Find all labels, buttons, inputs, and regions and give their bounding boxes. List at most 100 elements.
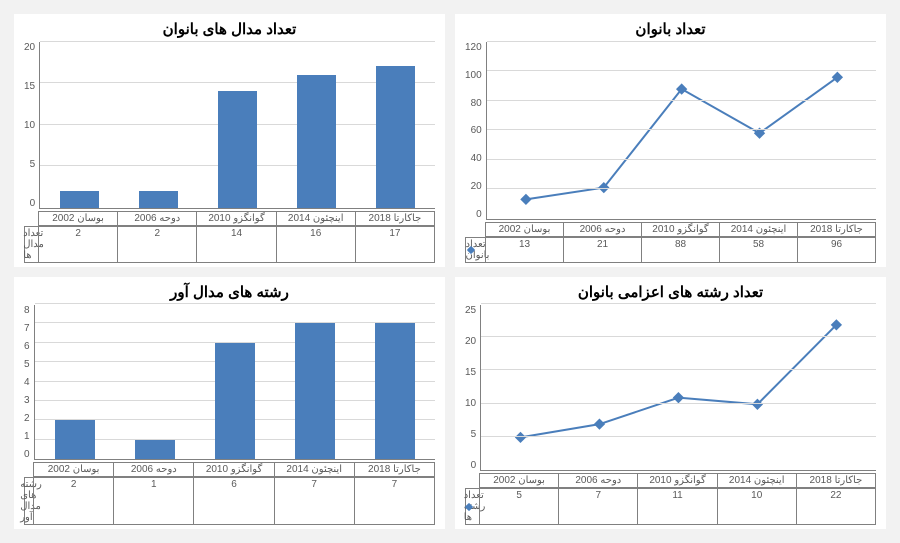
x-axis-labels: بوسان 2002دوحه 2006گوانگزو 2010اینچئون 2… xyxy=(24,462,435,477)
x-category-cell: جاکارتا 2018 xyxy=(354,462,435,477)
plot xyxy=(39,42,435,209)
data-cell: 7 xyxy=(274,477,355,525)
grid-line xyxy=(481,303,876,304)
x-category-cell: بوسان 2002 xyxy=(485,222,564,237)
panel-women-medals: تعداد مدال های بانوان 20151050 بوسان 200… xyxy=(14,14,445,267)
data-cell: 22 xyxy=(796,488,876,525)
chart-title: رشته های مدال آور xyxy=(24,283,435,301)
data-cell: 7 xyxy=(558,488,638,525)
y-tick-label: 40 xyxy=(471,153,482,164)
y-tick-label: 3 xyxy=(24,395,30,406)
y-tick-label: 5 xyxy=(471,429,477,440)
y-tick-label: 10 xyxy=(465,398,476,409)
grid-line xyxy=(487,70,876,71)
data-table-row: تعداد مدال ها 22141617 xyxy=(24,226,435,263)
dashboard-grid: تعداد بانوان 120100806040200 بوسان 2002د… xyxy=(0,0,900,543)
y-axis: 25 20 15 10 5 0 xyxy=(465,305,480,472)
data-cell: 5 xyxy=(479,488,559,525)
data-cell: 13 xyxy=(485,237,564,263)
grid-line xyxy=(481,403,876,404)
panel-medal-disciplines: رشته های مدال آور 876543210 بوسان 2002دو… xyxy=(14,277,445,530)
data-table-row: تعداد بانوان 1321885896 xyxy=(465,237,876,263)
data-cell: 88 xyxy=(641,237,720,263)
y-tick-label: 15 xyxy=(465,367,476,378)
grid-line xyxy=(487,41,876,42)
data-cell: 2 xyxy=(33,477,114,525)
data-cell: 96 xyxy=(797,237,876,263)
y-tick-label: 8 xyxy=(24,305,30,316)
x-category-cell: دوحه 2006 xyxy=(113,462,194,477)
data-table-row: تعداد رشته ها 57111022 xyxy=(465,488,876,525)
x-category-cell: جاکارتا 2018 xyxy=(796,473,876,488)
y-tick-label: 4 xyxy=(24,377,30,388)
x-category-cell: اینچئون 2014 xyxy=(719,222,798,237)
x-category-cell: جاکارتا 2018 xyxy=(797,222,876,237)
plot xyxy=(480,305,876,472)
chart-title: تعداد بانوان xyxy=(465,20,876,38)
y-tick-label: 1 xyxy=(24,431,30,442)
grid-line xyxy=(487,159,876,160)
x-axis-labels: بوسان 2002دوحه 2006گوانگزو 2010اینچئون 2… xyxy=(465,473,876,488)
y-tick-label: 20 xyxy=(465,336,476,347)
data-cell: 14 xyxy=(196,226,276,263)
data-cell: 2 xyxy=(38,226,118,263)
x-category-cell: بوسان 2002 xyxy=(479,473,559,488)
data-cell: 21 xyxy=(563,237,642,263)
y-tick-label: 0 xyxy=(476,209,482,220)
x-category-cell: بوسان 2002 xyxy=(38,211,118,226)
line-series xyxy=(487,42,876,219)
y-tick-label: 0 xyxy=(24,449,30,460)
y-tick-label: 6 xyxy=(24,341,30,352)
x-category-cell: اینچئون 2014 xyxy=(274,462,355,477)
chart-title: تعداد رشته های اعزامی بانوان xyxy=(465,283,876,301)
bar xyxy=(295,323,335,459)
y-tick-label: 0 xyxy=(30,198,36,209)
bar xyxy=(60,191,100,208)
data-cell: 6 xyxy=(193,477,274,525)
y-tick-label: 25 xyxy=(465,305,476,316)
data-cell: 11 xyxy=(637,488,717,525)
bar xyxy=(135,440,175,459)
grid-line xyxy=(487,188,876,189)
bar xyxy=(139,191,179,208)
y-tick-label: 0 xyxy=(471,460,477,471)
y-axis: 8 7 6 5 4 3 2 1 0 xyxy=(24,305,34,461)
bar xyxy=(376,66,416,207)
grid-line xyxy=(35,303,435,304)
bar xyxy=(218,91,258,207)
data-cell: 58 xyxy=(719,237,798,263)
grid-line xyxy=(487,129,876,130)
x-category-cell: گوانگزو 2010 xyxy=(193,462,274,477)
x-category-cell: بوسان 2002 xyxy=(33,462,114,477)
legend: تعداد مدال ها xyxy=(24,226,39,263)
panel-women-count: تعداد بانوان 120100806040200 بوسان 2002د… xyxy=(455,14,886,267)
y-tick-label: 20 xyxy=(471,181,482,192)
legend: تعداد بانوان xyxy=(465,237,486,263)
x-category-cell: گوانگزو 2010 xyxy=(196,211,276,226)
data-table-row: رشته های مدال آور 21677 xyxy=(24,477,435,525)
grid-line xyxy=(40,41,435,42)
y-tick-label: 120 xyxy=(465,42,482,53)
data-cell: 2 xyxy=(117,226,197,263)
y-tick-label: 15 xyxy=(24,81,35,92)
y-tick-label: 2 xyxy=(24,413,30,424)
x-category-cell: دوحه 2006 xyxy=(117,211,197,226)
y-tick-label: 7 xyxy=(24,323,30,334)
x-category-cell: اینچئون 2014 xyxy=(276,211,356,226)
y-tick-label: 80 xyxy=(471,98,482,109)
bar xyxy=(375,323,415,459)
x-category-cell: جاکارتا 2018 xyxy=(355,211,435,226)
y-tick-label: 20 xyxy=(24,42,35,53)
y-tick-label: 100 xyxy=(465,70,482,81)
chart-area: 8 7 6 5 4 3 2 1 0 xyxy=(24,305,435,461)
chart-area: 25 20 15 10 5 0 xyxy=(465,305,876,472)
bar xyxy=(297,75,337,208)
grid-line xyxy=(481,436,876,437)
grid-line xyxy=(487,100,876,101)
x-category-cell: گوانگزو 2010 xyxy=(641,222,720,237)
y-tick-label: 5 xyxy=(24,359,30,370)
panel-women-disciplines: تعداد رشته های اعزامی بانوان 2520151050 … xyxy=(455,277,886,530)
x-category-cell: اینچئون 2014 xyxy=(717,473,797,488)
data-cell: 10 xyxy=(717,488,797,525)
data-cell: 17 xyxy=(355,226,435,263)
